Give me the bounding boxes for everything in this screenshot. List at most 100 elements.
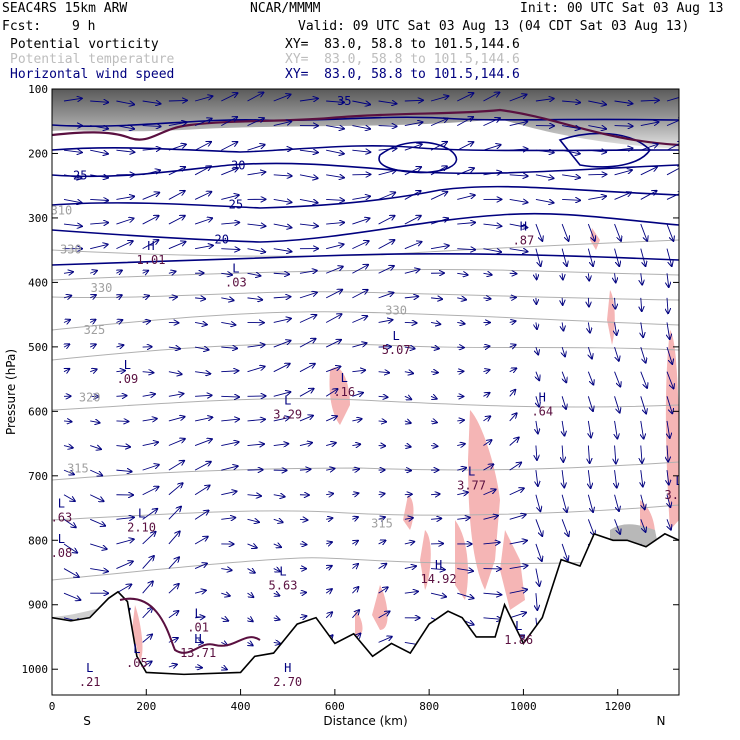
wind-vector xyxy=(535,248,541,266)
wind-vector xyxy=(483,273,491,275)
wind-vector xyxy=(142,148,161,150)
wind-speed-label: 25 xyxy=(229,197,243,211)
wind-vector xyxy=(535,223,542,241)
wind-vector xyxy=(404,296,418,297)
wind-vector xyxy=(666,248,672,266)
wind-vector xyxy=(457,168,474,176)
extremum-value: 2.10 xyxy=(127,520,156,534)
wind-vector xyxy=(431,494,440,495)
wind-vector xyxy=(587,519,594,535)
wind-vector xyxy=(378,216,395,225)
wind-vector xyxy=(116,396,126,397)
wind-speed-line xyxy=(558,132,652,168)
x-tick-label: 600 xyxy=(325,700,345,713)
wind-vector xyxy=(142,240,159,250)
wind-vector xyxy=(615,297,616,309)
wind-vector xyxy=(90,101,108,102)
wind-vector xyxy=(640,191,657,200)
wind-vector xyxy=(430,421,437,423)
wind-vector xyxy=(221,618,228,621)
forecast-label: Fcst: xyxy=(2,19,42,34)
wind-vector xyxy=(641,420,644,439)
theta-label: 320 xyxy=(79,391,101,405)
wind-vector xyxy=(221,419,239,421)
wind-vector xyxy=(194,485,210,496)
extremum-type: L xyxy=(515,619,522,633)
wind-vector xyxy=(247,519,259,522)
wind-vector xyxy=(404,347,415,348)
extremum-value: 3.51 xyxy=(665,488,694,502)
wind-vector xyxy=(509,462,521,471)
wind-vector xyxy=(352,290,367,299)
wind-vector xyxy=(194,96,212,102)
wind-vector xyxy=(273,544,281,547)
wind-vector xyxy=(168,167,185,176)
wind-vector xyxy=(352,196,370,199)
wind-vector xyxy=(116,421,128,422)
wind-vector xyxy=(666,118,679,127)
wind-vector xyxy=(195,298,205,299)
wind-vector xyxy=(194,537,208,545)
extremum-value: 5.07 xyxy=(382,343,411,357)
extremum-value: .03 xyxy=(225,275,247,289)
wind-vector xyxy=(299,98,318,101)
wind-vector xyxy=(509,390,516,397)
y-tick-label: 100 xyxy=(28,83,48,96)
wind-vector xyxy=(378,564,387,569)
wind-vector xyxy=(404,322,417,323)
wind-vector xyxy=(457,347,464,348)
wind-vector xyxy=(116,446,130,447)
wind-vector xyxy=(378,611,390,619)
wind-vector xyxy=(299,271,317,274)
wind-vector xyxy=(247,367,265,373)
y-tick-label: 900 xyxy=(28,599,48,612)
wind-vector xyxy=(561,494,567,512)
wind-vector xyxy=(430,166,447,176)
wind-vector xyxy=(90,518,105,525)
extremum-value: .16 xyxy=(333,385,355,399)
extremum-value: 1.01 xyxy=(137,253,166,267)
wind-vector xyxy=(273,94,291,102)
wind-vector xyxy=(352,444,360,445)
wind-vector xyxy=(352,343,366,348)
wind-vector xyxy=(561,396,566,409)
wind-vectors xyxy=(63,92,679,678)
wind-vector xyxy=(587,396,593,411)
wind-vector xyxy=(536,593,537,610)
wind-vector xyxy=(299,315,316,323)
y-tick-label: 300 xyxy=(28,212,48,225)
wind-vector xyxy=(273,175,292,176)
wind-vector xyxy=(562,371,566,383)
wind-vector xyxy=(247,495,261,496)
wind-vector xyxy=(194,462,211,471)
wind-vector xyxy=(587,494,593,512)
pv-positive-patch xyxy=(500,530,525,610)
wind-vector xyxy=(273,642,280,643)
wind-vector xyxy=(457,298,466,300)
wind-vector xyxy=(116,270,121,273)
wind-vector xyxy=(509,590,527,594)
wind-vector xyxy=(562,297,563,305)
wind-vector xyxy=(430,218,448,225)
wind-vector xyxy=(168,100,187,101)
wind-vector xyxy=(221,667,227,669)
wind-vector xyxy=(247,145,265,151)
wind-vector xyxy=(248,618,253,622)
wind-vector xyxy=(299,389,314,397)
x-tick-label: 1000 xyxy=(510,700,537,713)
wind-vector xyxy=(483,516,497,520)
wind-vector xyxy=(63,446,73,448)
wind-vector xyxy=(430,593,446,597)
wind-vector xyxy=(641,297,642,311)
wind-vector xyxy=(615,445,616,464)
theta-label: 330 xyxy=(385,304,407,318)
plot-area: 3103153153203253303303302025253035H1.01L… xyxy=(52,89,694,695)
wind-vector xyxy=(195,395,212,396)
wind-vector xyxy=(63,518,76,527)
wind-vector xyxy=(614,192,632,200)
wind-vector xyxy=(273,364,290,373)
wind-vector xyxy=(326,126,344,129)
extremum-type: L xyxy=(675,474,682,488)
wind-vector xyxy=(562,273,563,279)
pv-positive-patch xyxy=(372,585,388,630)
